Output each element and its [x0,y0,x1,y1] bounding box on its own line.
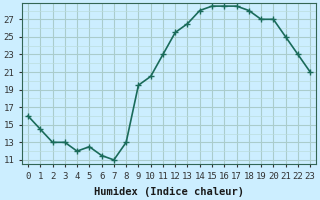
X-axis label: Humidex (Indice chaleur): Humidex (Indice chaleur) [94,186,244,197]
